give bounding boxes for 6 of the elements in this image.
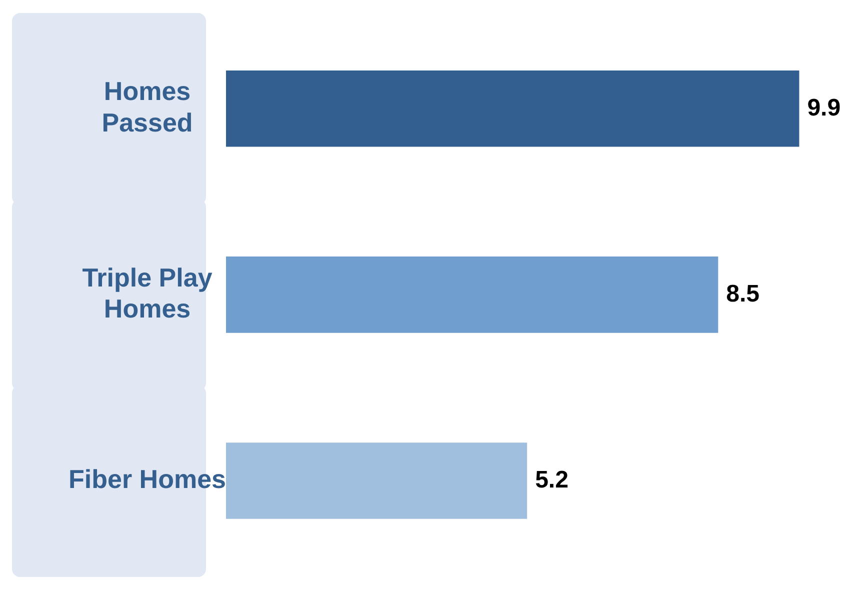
- data-label: 5.2: [535, 466, 568, 494]
- y-tick-label: Homes Passed: [102, 76, 193, 138]
- y-tick-label: Fiber Homes: [68, 464, 226, 494]
- data-label: 9.9: [807, 94, 841, 122]
- data-label: 8.5: [726, 280, 760, 308]
- y-tick-label: Triple Play Homes: [82, 262, 213, 324]
